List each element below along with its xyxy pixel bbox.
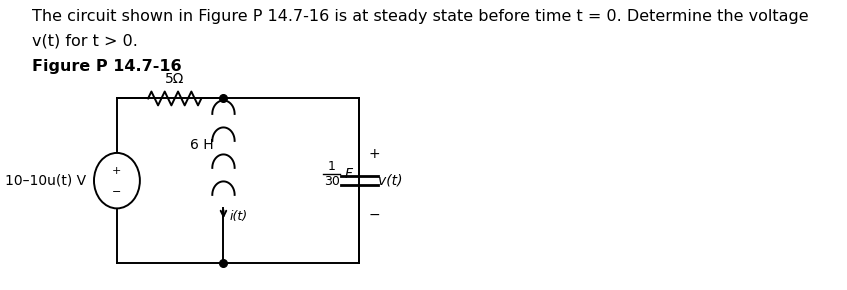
Text: 30: 30 (324, 175, 340, 188)
Text: 5Ω: 5Ω (165, 72, 185, 86)
Text: v(t): v(t) (379, 174, 403, 188)
Text: 10–10u(t) V: 10–10u(t) V (5, 174, 86, 188)
Text: −: − (368, 208, 380, 222)
Text: −: − (113, 186, 122, 197)
Text: Figure P 14.7-16: Figure P 14.7-16 (31, 59, 181, 74)
Text: The circuit shown in Figure P 14.7-16 is at steady state before time t = 0. Dete: The circuit shown in Figure P 14.7-16 is… (31, 9, 808, 24)
Text: +: + (113, 166, 122, 176)
Text: F: F (345, 167, 352, 181)
Text: i(t): i(t) (230, 210, 248, 223)
Text: +: + (368, 147, 380, 162)
Text: 1: 1 (328, 160, 335, 173)
Text: v(t) for t > 0.: v(t) for t > 0. (31, 33, 137, 48)
Text: 6 H: 6 H (190, 137, 213, 151)
